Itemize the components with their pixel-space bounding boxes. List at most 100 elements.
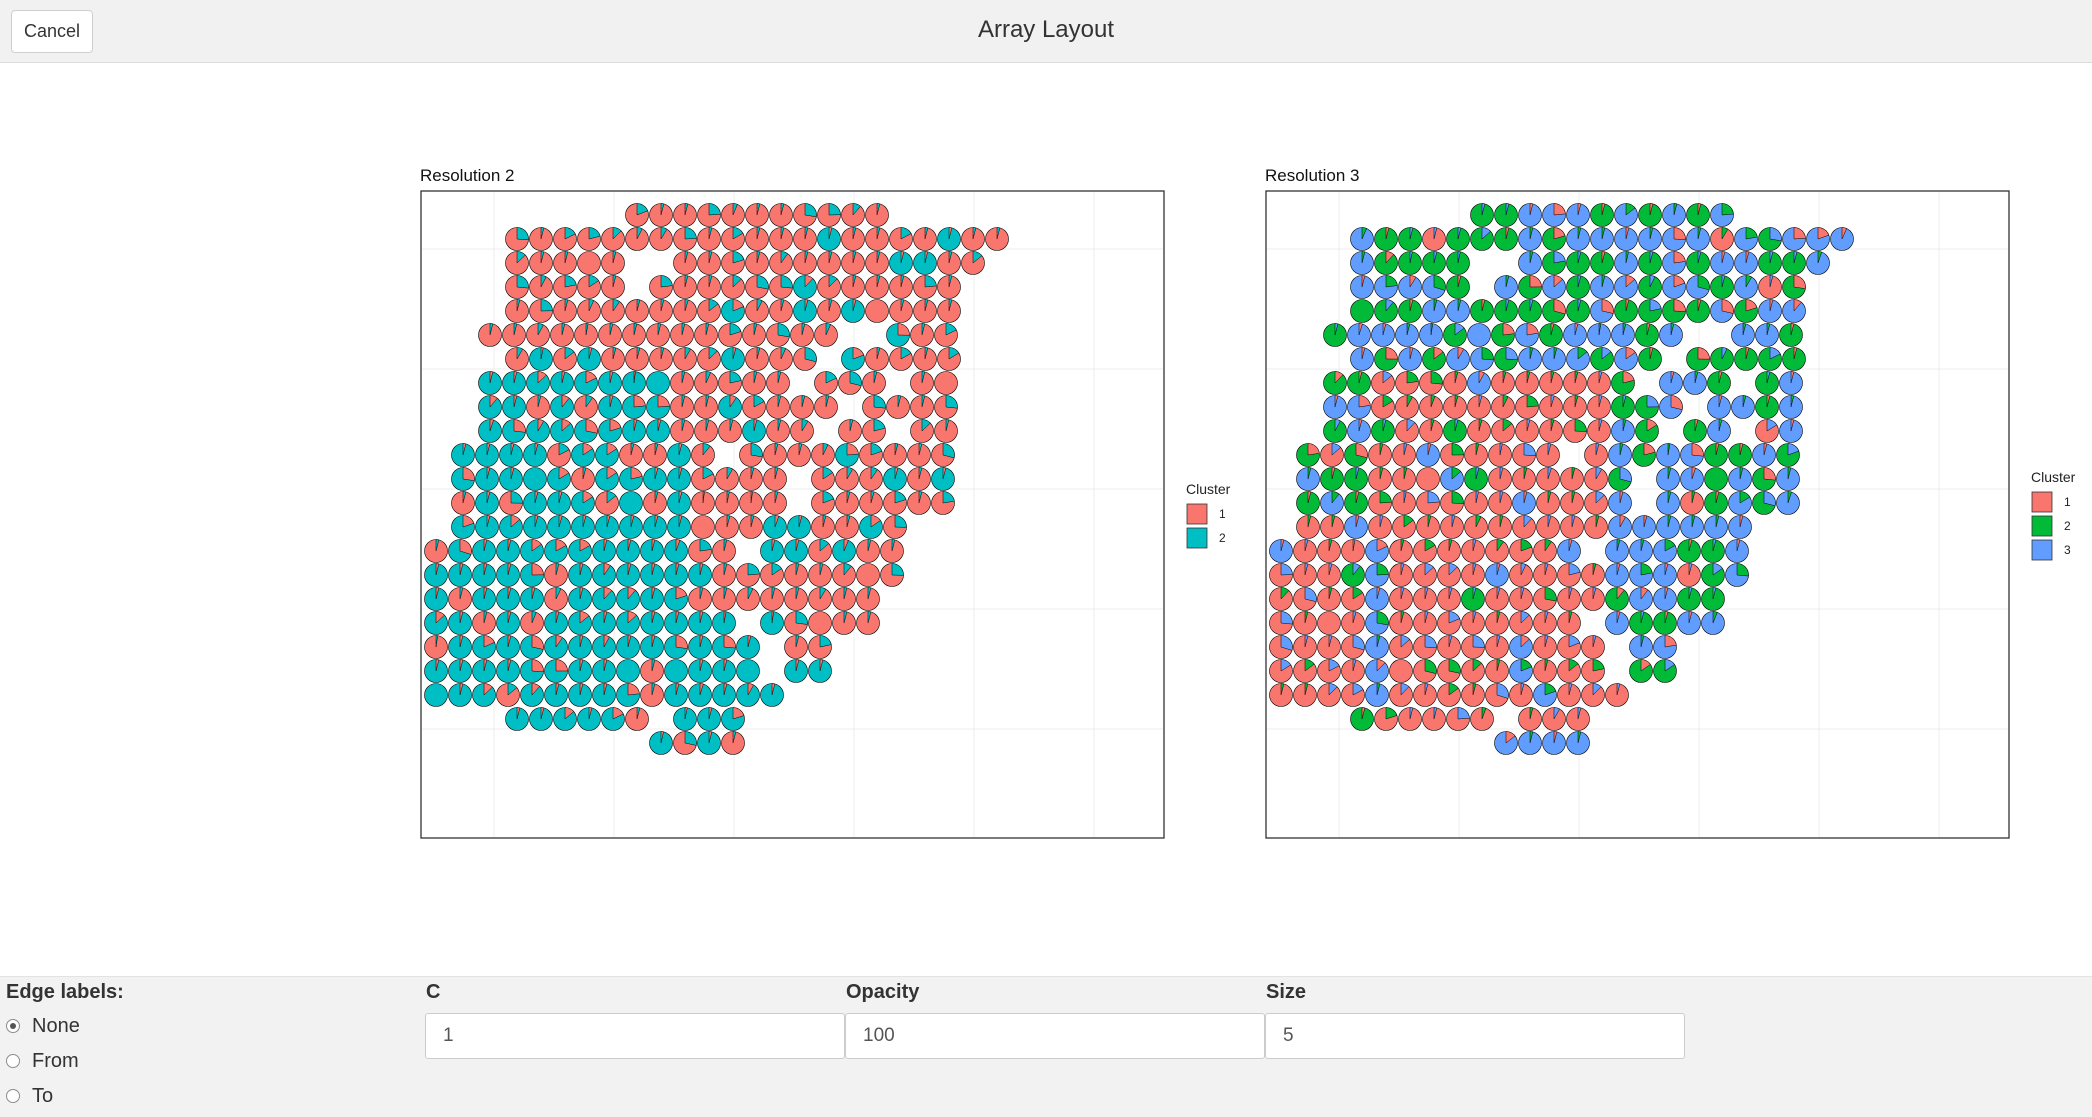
- legend-label: 1: [2064, 495, 2071, 509]
- spot-slice: [660, 731, 664, 744]
- spot-slice: [1376, 563, 1389, 576]
- spot-slice: [1334, 419, 1341, 432]
- spot-slice: [1520, 539, 1533, 552]
- spot: [622, 323, 646, 347]
- spot: [1656, 443, 1680, 467]
- spot-slice: [627, 683, 640, 696]
- spot-slice: [1352, 635, 1365, 651]
- spot: [721, 203, 745, 227]
- spot: [745, 275, 769, 299]
- spot-slice: [1424, 635, 1437, 649]
- spot-slice: [1481, 707, 1487, 720]
- spot-slice: [435, 611, 445, 624]
- spot: [1392, 467, 1416, 491]
- spot: [649, 731, 673, 755]
- spot-slice: [507, 611, 512, 624]
- spot-slice: [1817, 251, 1823, 264]
- spot: [1494, 203, 1518, 227]
- spot-slice: [1352, 587, 1363, 600]
- spot-slice: [486, 515, 491, 528]
- spot-slice: [1496, 683, 1509, 699]
- spot: [553, 251, 577, 275]
- spot-slice: [681, 419, 686, 432]
- spot-slice: [891, 563, 904, 576]
- spot: [625, 203, 649, 227]
- spot-slice: [856, 563, 880, 587]
- spot: [640, 683, 664, 707]
- spot-slice: [942, 491, 955, 504]
- spot-slice: [1385, 251, 1395, 264]
- spot: [592, 587, 616, 611]
- cancel-button[interactable]: Cancel: [11, 10, 93, 53]
- spot-slice: [891, 539, 896, 552]
- spot: [472, 563, 496, 587]
- spot-slice: [699, 659, 704, 672]
- spot-slice: [948, 251, 953, 264]
- spot: [1416, 467, 1440, 491]
- spot-slice: [729, 395, 737, 408]
- spot: [721, 707, 745, 731]
- spot: [913, 251, 937, 275]
- radio-button[interactable]: [6, 1019, 20, 1033]
- radio-to[interactable]: To: [6, 1082, 53, 1110]
- spot-slice: [1520, 563, 1527, 576]
- spot: [1566, 203, 1590, 227]
- size-input[interactable]: [1265, 1013, 1685, 1059]
- spot-slice: [732, 731, 737, 744]
- spot-slice: [756, 227, 761, 240]
- spot-slice: [1499, 467, 1504, 480]
- spot: [619, 467, 643, 491]
- spot-slice: [654, 515, 659, 528]
- spot: [1701, 587, 1725, 611]
- spot: [1728, 515, 1752, 539]
- spot: [913, 299, 937, 323]
- spot: [1710, 347, 1734, 371]
- spot: [1605, 587, 1629, 611]
- spot-slice: [555, 611, 560, 624]
- spot: [721, 299, 745, 323]
- spot-slice: [1568, 563, 1581, 576]
- spot-slice: [516, 251, 526, 264]
- radio-none[interactable]: None: [6, 1012, 80, 1040]
- spot-slice: [1472, 659, 1482, 672]
- spot-slice: [870, 515, 881, 528]
- spot: [907, 443, 931, 467]
- spot-slice: [582, 491, 594, 504]
- spot-slice: [900, 347, 912, 360]
- spot-slice: [699, 563, 704, 576]
- spot: [1533, 683, 1557, 707]
- spot-slice: [801, 395, 806, 408]
- c-input[interactable]: [425, 1013, 845, 1059]
- spot-slice: [1601, 347, 1612, 360]
- spot: [1608, 515, 1632, 539]
- spot: [907, 491, 931, 515]
- radio-label: To: [32, 1084, 54, 1107]
- spot: [544, 587, 568, 611]
- spot-slice: [1523, 491, 1528, 504]
- spot: [1368, 443, 1392, 467]
- spot: [1710, 203, 1734, 227]
- spot: [1437, 635, 1461, 659]
- spot: [1563, 323, 1587, 347]
- spot: [784, 611, 808, 635]
- spot: [1293, 563, 1317, 587]
- radio-button[interactable]: [6, 1054, 20, 1068]
- spot: [1587, 395, 1611, 419]
- radio-from[interactable]: From: [6, 1047, 79, 1075]
- spot-slice: [1430, 323, 1434, 336]
- spot: [670, 323, 694, 347]
- spot-slice: [1574, 323, 1579, 336]
- spot: [448, 587, 472, 611]
- spot-slice: [555, 659, 568, 672]
- spot-slice: [588, 227, 601, 240]
- opacity-input[interactable]: [845, 1013, 1265, 1059]
- spot-slice: [774, 491, 779, 504]
- spot: [424, 611, 448, 635]
- spot: [1389, 683, 1413, 707]
- radio-button[interactable]: [6, 1089, 20, 1103]
- spot: [937, 275, 961, 299]
- spot: [1782, 251, 1806, 275]
- spot: [790, 419, 814, 443]
- spot: [523, 467, 547, 491]
- spot: [475, 515, 499, 539]
